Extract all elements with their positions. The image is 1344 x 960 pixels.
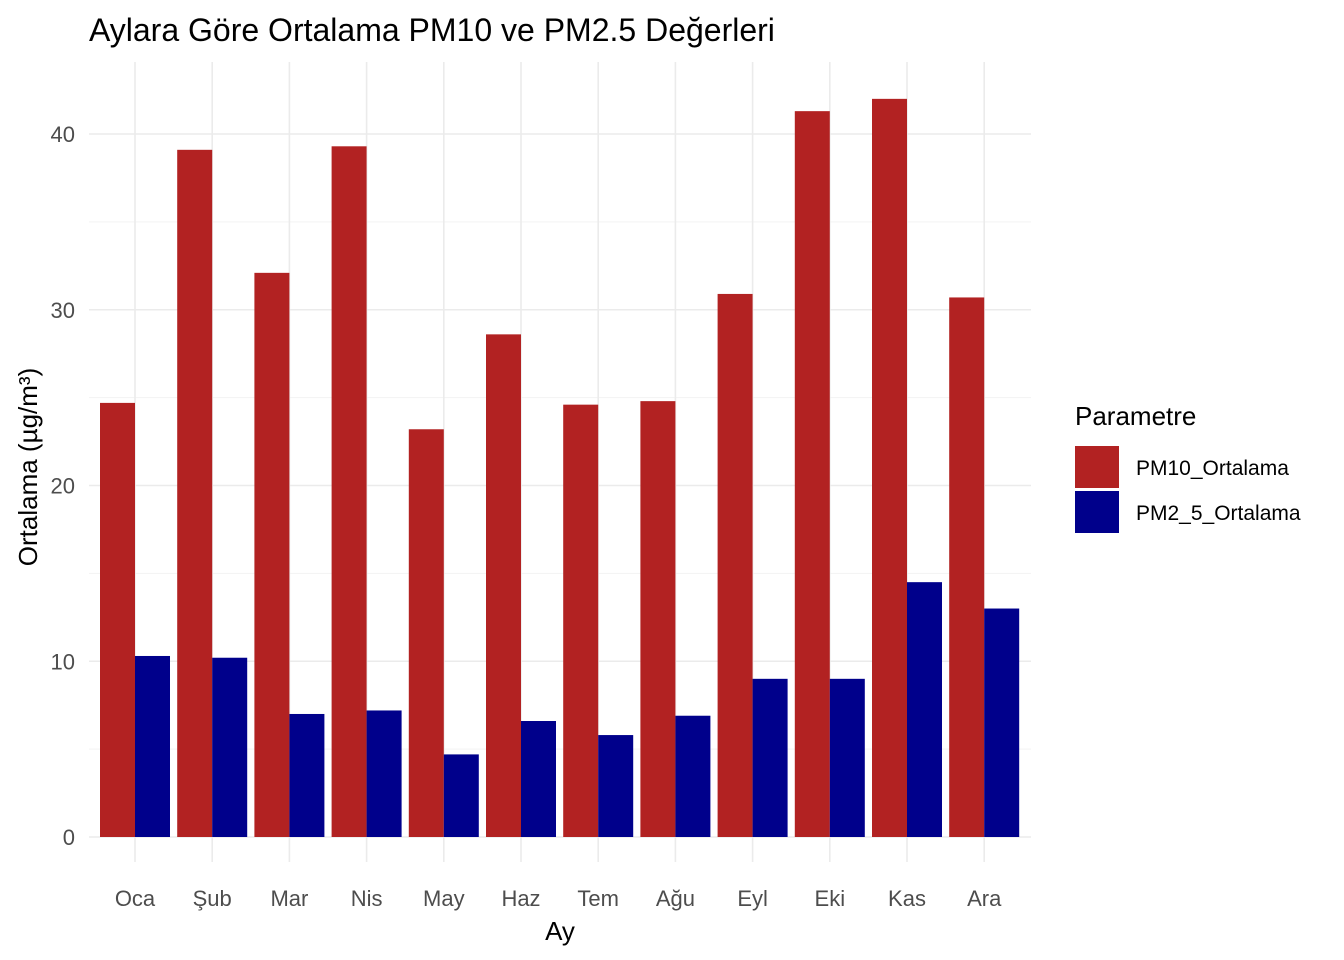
bar-pm2-5-ortalama-12 [984, 608, 1020, 837]
legend-label: PM10_Ortalama [1136, 457, 1289, 480]
chart-title: Aylara Göre Ortalama PM10 ve PM2.5 Değer… [89, 12, 775, 48]
bar-pm10-ortalama-11 [872, 98, 907, 838]
bar-pm10-ortalama-2 [177, 149, 213, 837]
bar-pm10-ortalama-7 [563, 404, 599, 837]
legend-title: Parametre [1075, 401, 1196, 431]
y-tick-label: 0 [63, 825, 75, 850]
bar-pm10-ortalama-6 [486, 334, 521, 837]
x-tick-label: Ara [967, 886, 1002, 911]
bar-pm2-5-ortalama-8 [675, 715, 711, 837]
bar-pm10-ortalama-9 [717, 293, 753, 837]
x-tick-label: Şub [193, 886, 232, 911]
bar-pm2-5-ortalama-5 [443, 754, 479, 837]
x-tick-label: Ağu [656, 886, 695, 911]
x-axis-tick-labels: Oca Şub Mar Nis May Haz Tem Ağu Eyl Eki Kas Ara [115, 886, 1002, 911]
bar-pm10-ortalama-3 [254, 272, 290, 837]
legend-key-pm2-5-ortalama [1075, 491, 1119, 533]
bar-pm2-5-ortalama-4 [366, 710, 402, 837]
x-axis-title: Ay [545, 916, 575, 946]
x-tick-label: May [423, 886, 465, 911]
bar-pm10-ortalama-8 [640, 401, 676, 837]
bar-pm2-5-ortalama-9 [752, 678, 788, 837]
legend-key-pm10-ortalama [1075, 446, 1119, 488]
bar-pm10-ortalama-12 [949, 297, 985, 837]
x-tick-label: Haz [501, 886, 540, 911]
bar-pm2-5-ortalama-6 [521, 721, 556, 837]
y-axis-tick-labels: 0 10 20 30 40 [51, 122, 75, 850]
x-tick-label: Tem [577, 886, 619, 911]
bar-pm10-ortalama-1 [100, 402, 135, 837]
bar-pm2-5-ortalama-2 [212, 657, 248, 837]
x-tick-label: Kas [888, 886, 926, 911]
y-axis-title: Ortalama (µg/m³) [13, 368, 43, 566]
x-tick-label: Eyl [737, 886, 768, 911]
legend-label: PM2_5_Ortalama [1136, 502, 1301, 525]
x-tick-label: Eki [815, 886, 846, 911]
y-tick-label: 40 [51, 122, 75, 147]
bar-pm10-ortalama-10 [794, 111, 830, 838]
bar-pm2-5-ortalama-11 [907, 582, 942, 837]
legend: Parametre PM10_Ortalama PM2_5_Ortalama [1075, 401, 1301, 533]
x-tick-label: Mar [270, 886, 308, 911]
y-tick-label: 30 [51, 298, 75, 323]
bar-pm10-ortalama-4 [331, 146, 367, 838]
y-tick-label: 10 [51, 649, 75, 674]
bar-pm2-5-ortalama-7 [598, 735, 634, 837]
x-tick-label: Oca [115, 886, 156, 911]
y-tick-label: 20 [51, 474, 75, 499]
bar-pm2-5-ortalama-1 [135, 655, 170, 837]
bar-pm10-ortalama-5 [408, 429, 444, 837]
bar-pm2-5-ortalama-10 [829, 678, 865, 837]
bars [100, 98, 1020, 838]
x-tick-label: Nis [351, 886, 383, 911]
bar-pm2-5-ortalama-3 [289, 713, 325, 837]
